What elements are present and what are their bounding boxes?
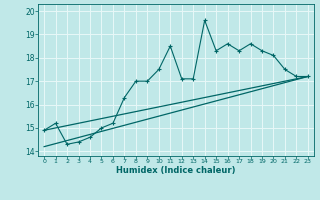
X-axis label: Humidex (Indice chaleur): Humidex (Indice chaleur)	[116, 166, 236, 175]
